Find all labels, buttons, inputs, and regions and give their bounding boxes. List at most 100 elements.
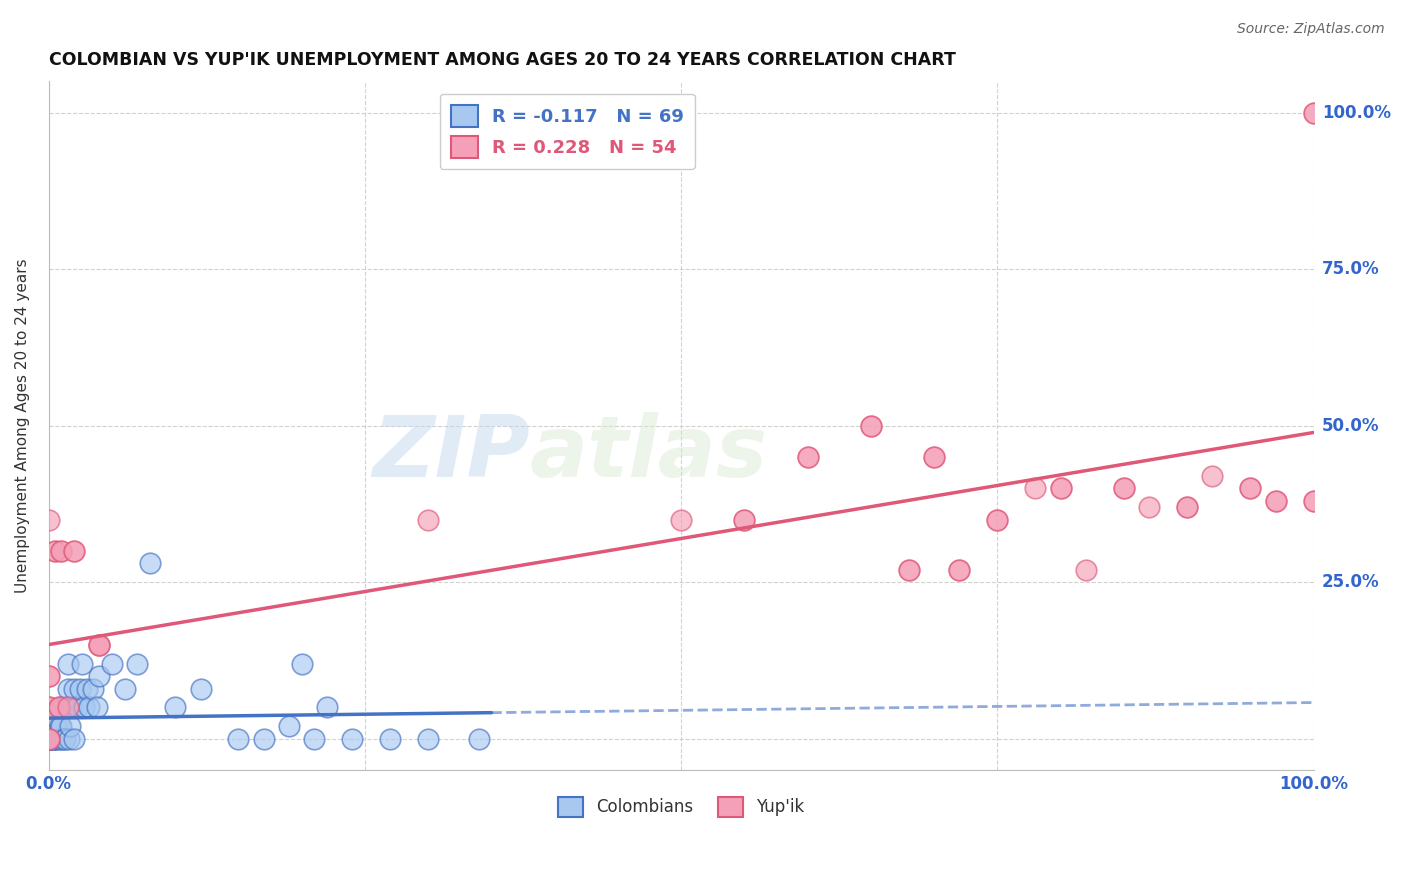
Point: [38, 731, 60, 746]
Point: [38, 731, 60, 746]
Point: [165, 700, 187, 714]
Point: [38, 731, 60, 746]
Point: [77, 700, 100, 714]
Point: [89, 638, 111, 652]
Point: [48, 731, 70, 746]
Point: [56, 681, 79, 696]
Point: [228, 731, 250, 746]
Point: [38, 713, 60, 727]
Point: [127, 657, 149, 671]
Point: [65, 700, 87, 714]
Point: [1302, 105, 1324, 120]
Point: [922, 450, 945, 464]
Point: [89, 669, 111, 683]
Point: [316, 700, 339, 714]
Text: 25.0%: 25.0%: [1322, 574, 1379, 591]
Point: [859, 418, 882, 433]
Point: [114, 681, 136, 696]
Point: [1201, 468, 1223, 483]
Point: [82, 681, 104, 696]
Point: [859, 418, 882, 433]
Point: [897, 563, 920, 577]
Point: [733, 512, 755, 526]
Point: [48, 700, 70, 714]
Point: [38, 719, 60, 733]
Point: [55, 700, 77, 714]
Point: [1302, 105, 1324, 120]
Point: [948, 563, 970, 577]
Point: [42, 731, 65, 746]
Point: [44, 731, 66, 746]
Point: [1302, 493, 1324, 508]
Point: [38, 719, 60, 733]
Point: [63, 681, 86, 696]
Point: [59, 719, 82, 733]
Point: [38, 731, 60, 746]
Point: [48, 700, 70, 714]
Point: [49, 719, 72, 733]
Point: [1049, 481, 1071, 495]
Point: [52, 731, 75, 746]
Point: [45, 719, 67, 733]
Point: [63, 544, 86, 558]
Text: 100.0%: 100.0%: [1322, 103, 1391, 121]
Text: COLOMBIAN VS YUP'IK UNEMPLOYMENT AMONG AGES 20 TO 24 YEARS CORRELATION CHART: COLOMBIAN VS YUP'IK UNEMPLOYMENT AMONG A…: [49, 51, 956, 69]
Point: [1049, 481, 1071, 495]
Point: [1137, 500, 1160, 514]
Point: [278, 719, 301, 733]
Point: [38, 731, 60, 746]
Point: [139, 557, 162, 571]
Point: [38, 731, 60, 746]
Point: [1264, 493, 1286, 508]
Point: [38, 731, 60, 746]
Point: [38, 731, 60, 746]
Point: [38, 731, 60, 746]
Point: [73, 700, 96, 714]
Point: [45, 719, 67, 733]
Point: [38, 669, 60, 683]
Text: ZIP: ZIP: [371, 412, 530, 495]
Point: [46, 713, 69, 727]
Point: [304, 731, 326, 746]
Point: [1239, 481, 1261, 495]
Point: [922, 450, 945, 464]
Legend: Colombians, Yup'ik: Colombians, Yup'ik: [551, 790, 811, 823]
Point: [380, 731, 402, 746]
Point: [342, 731, 364, 746]
Point: [51, 700, 73, 714]
Point: [51, 544, 73, 558]
Point: [1175, 500, 1198, 514]
Point: [796, 450, 818, 464]
Point: [42, 731, 65, 746]
Point: [69, 681, 91, 696]
Point: [63, 544, 86, 558]
Point: [190, 681, 212, 696]
Point: [44, 719, 66, 733]
Point: [986, 512, 1008, 526]
Point: [733, 512, 755, 526]
Point: [38, 512, 60, 526]
Point: [253, 731, 276, 746]
Point: [468, 731, 491, 746]
Point: [38, 713, 60, 727]
Point: [1239, 481, 1261, 495]
Point: [44, 731, 66, 746]
Point: [418, 731, 440, 746]
Point: [38, 731, 60, 746]
Point: [1302, 493, 1324, 508]
Point: [44, 544, 66, 558]
Point: [38, 731, 60, 746]
Point: [1264, 493, 1286, 508]
Point: [418, 512, 440, 526]
Text: atlas: atlas: [530, 412, 768, 495]
Point: [58, 731, 80, 746]
Text: 50.0%: 50.0%: [1322, 417, 1379, 434]
Point: [38, 719, 60, 733]
Point: [38, 719, 60, 733]
Point: [38, 669, 60, 683]
Point: [89, 638, 111, 652]
Point: [101, 657, 124, 671]
Point: [89, 638, 111, 652]
Y-axis label: Unemployment Among Ages 20 to 24 years: Unemployment Among Ages 20 to 24 years: [15, 259, 30, 593]
Point: [60, 700, 83, 714]
